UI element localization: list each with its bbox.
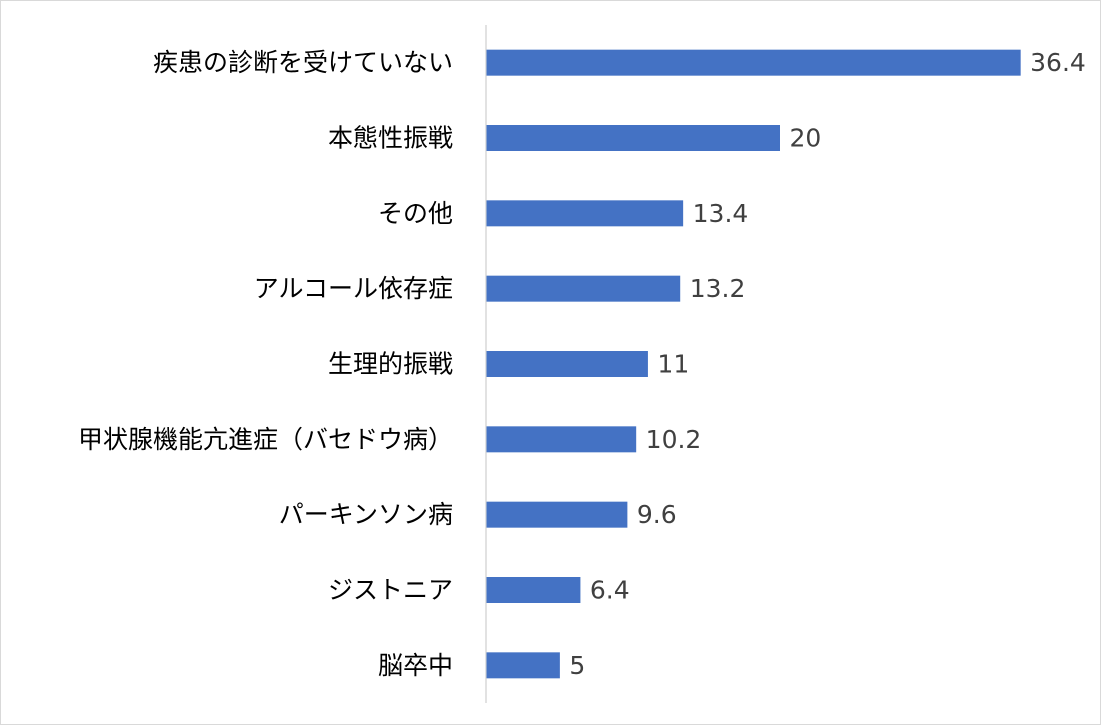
category-label-6: パーキンソン病 [279, 500, 453, 529]
bar-1 [486, 125, 780, 151]
data-label-0: 36.4 [1030, 48, 1086, 77]
data-label-7: 6.4 [590, 576, 630, 605]
category-label-1: 本態性振戦 [328, 124, 453, 153]
category-label-4: 生理的振戦 [328, 350, 453, 379]
data-label-1: 20 [790, 124, 822, 153]
category-label-2: その他 [378, 199, 453, 228]
category-label-0: 疾患の診断を受けていない [153, 48, 453, 77]
category-label-7: ジストニア [328, 576, 453, 605]
category-label-5: 甲状腺機能亢進症（バセドウ病） [78, 425, 453, 454]
bar-2 [486, 200, 684, 227]
bar-6 [486, 501, 628, 528]
bar-4 [486, 351, 648, 377]
data-label-3: 13.2 [690, 274, 746, 303]
data-label-8: 5 [569, 651, 585, 680]
bar-0 [486, 49, 1021, 76]
bar-5 [486, 426, 637, 453]
data-label-2: 13.4 [693, 199, 749, 228]
data-label-6: 9.6 [637, 500, 677, 529]
bar-7 [486, 577, 581, 603]
bar-3 [486, 275, 681, 302]
data-label-5: 10.2 [646, 425, 702, 454]
bar-8 [486, 652, 560, 679]
category-label-3: アルコール依存症 [254, 274, 453, 303]
category-label-8: 脳卒中 [378, 651, 453, 680]
data-label-4: 11 [657, 350, 689, 379]
